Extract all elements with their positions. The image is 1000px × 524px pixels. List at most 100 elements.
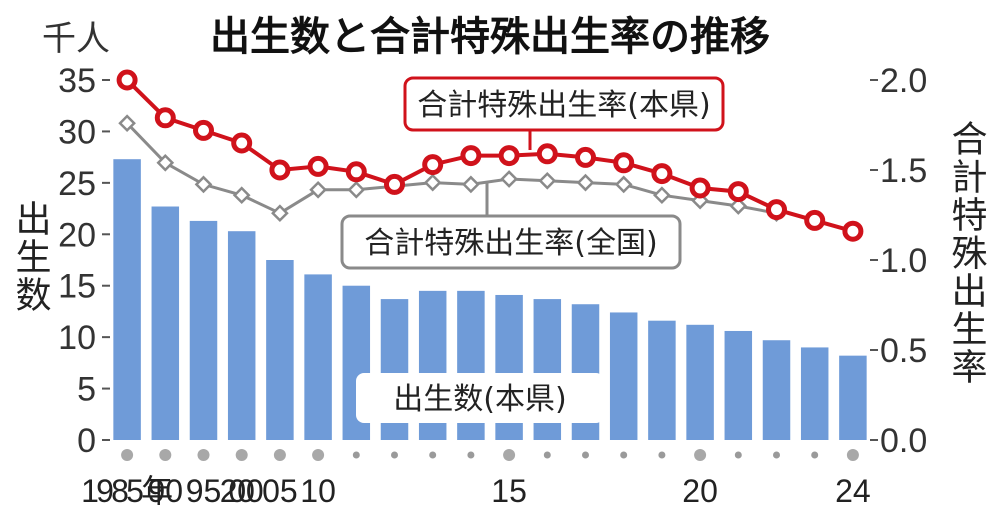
x-tick-dot xyxy=(273,449,286,461)
bar xyxy=(724,330,753,440)
right-tick-label: 0.5 xyxy=(880,332,927,370)
left-tick-label: 10 xyxy=(58,319,96,357)
x-tick-label: 15 xyxy=(491,473,527,509)
pref-rate-point xyxy=(536,143,558,165)
left-tick-label: 20 xyxy=(58,216,96,254)
national-rate-point xyxy=(653,186,671,205)
x-tick-dot xyxy=(352,451,360,459)
bar xyxy=(609,312,638,440)
bar xyxy=(266,260,294,440)
bar xyxy=(800,347,829,440)
series-label-box-births: 出生数(本県) xyxy=(356,373,604,423)
national-rate-point xyxy=(423,173,442,192)
right-tick-label: 2.0 xyxy=(880,62,927,100)
pref-rate-point xyxy=(154,107,176,129)
x-tick-dot xyxy=(197,449,210,461)
right-tick-label: 0.0 xyxy=(880,422,927,460)
pref-rate-point xyxy=(651,163,673,185)
left-axis-unit-label: 千人 xyxy=(42,20,110,58)
pref-rate-point xyxy=(613,152,635,174)
line-series xyxy=(116,69,864,242)
left-tick-label: 15 xyxy=(58,268,96,306)
pref-rate-point xyxy=(269,159,291,181)
bar xyxy=(304,274,332,440)
pref-rate-point xyxy=(689,177,711,199)
national-rate-point xyxy=(118,114,136,133)
pref-rate-point xyxy=(384,173,405,195)
left-tick-label: 25 xyxy=(58,165,96,203)
x-tick-dot xyxy=(658,451,666,459)
x-tick-dot xyxy=(773,451,780,459)
x-tick-label: 1985年 xyxy=(81,473,173,509)
left-tick-label: 30 xyxy=(58,113,96,151)
x-tick-dot xyxy=(235,449,248,461)
bar xyxy=(839,355,867,440)
left-axis-ticks: 0 5 10 15 20 25 30 35 xyxy=(58,62,110,460)
national-rate-point xyxy=(538,171,557,190)
x-tick-dot xyxy=(694,449,707,461)
x-tick-dot xyxy=(620,451,628,459)
right-tick-label: 1.0 xyxy=(880,242,927,280)
national-rate-point xyxy=(614,175,633,194)
pref-rate-point xyxy=(804,209,826,231)
bar xyxy=(686,324,714,440)
pref-rate-point xyxy=(575,146,596,168)
bar xyxy=(189,220,218,440)
x-tick-dot xyxy=(734,451,742,459)
x-tick-dot xyxy=(811,451,819,459)
series-label-births: 出生数(本県) xyxy=(393,382,566,417)
national-rate-point xyxy=(156,153,175,172)
right-axis-ticks: 0.0 0.5 1.0 1.5 2.0 xyxy=(870,62,927,460)
pref-rate-point xyxy=(231,132,253,154)
bar xyxy=(113,159,141,440)
national-rate-point xyxy=(729,197,748,215)
right-axis-label: 合計特殊出生率 xyxy=(946,120,988,386)
bar xyxy=(762,340,791,440)
pref-rate-point xyxy=(422,154,444,176)
series-label-box-pref-rate: 合計特殊出生率(本県) xyxy=(403,76,725,150)
bar xyxy=(151,206,180,440)
left-tick-label: 0 xyxy=(77,422,96,460)
x-tick-label: 95 xyxy=(186,473,222,509)
x-tick-dot xyxy=(312,449,325,461)
pref-rate-point xyxy=(116,69,138,91)
pref-rate-point xyxy=(842,220,864,242)
x-tick-dot xyxy=(121,449,134,461)
x-tick-dot xyxy=(543,451,551,459)
left-axis-label: 出生数 xyxy=(10,200,51,314)
series-label-box-national-rate: 合計特殊出生率(全国) xyxy=(340,183,682,270)
national-rate-point xyxy=(500,170,518,188)
pref-rate-point xyxy=(193,119,214,141)
x-tick-label: 24 xyxy=(835,473,871,509)
national-rate-point xyxy=(576,173,595,192)
pref-rate-point xyxy=(727,181,749,203)
pref-rate-point xyxy=(766,199,787,221)
x-tick-dot xyxy=(582,451,589,459)
x-tick-dot xyxy=(503,449,516,461)
chart-title: 出生数と合計特殊出生率の推移 xyxy=(210,14,770,60)
national-rate-point xyxy=(194,175,213,194)
x-tick-label: 90 xyxy=(148,473,184,509)
national-rate-point xyxy=(462,175,480,194)
left-tick-label: 35 xyxy=(58,62,96,100)
series-label-pref-rate: 合計特殊出生率(本県) xyxy=(417,88,710,123)
x-tick-dot xyxy=(159,449,172,461)
left-tick-label: 5 xyxy=(77,371,96,409)
bar xyxy=(227,231,256,440)
series-label-national-rate: 合計特殊出生率(全国) xyxy=(364,226,657,261)
pref-rate-point xyxy=(345,161,367,183)
bar xyxy=(648,320,676,440)
pref-rate-point xyxy=(498,145,520,167)
right-tick-label: 1.5 xyxy=(880,152,927,190)
pref-rate-point xyxy=(307,155,329,177)
x-tick-label: 20 xyxy=(682,473,718,509)
x-tick-label: 05 xyxy=(262,473,298,509)
x-tick-dot xyxy=(429,451,437,459)
national-rate-point xyxy=(232,186,251,205)
national-rate-point xyxy=(309,180,327,199)
x-tick-dot xyxy=(467,451,475,459)
national-rate-point xyxy=(347,180,366,199)
x-tick-dot xyxy=(846,449,859,461)
